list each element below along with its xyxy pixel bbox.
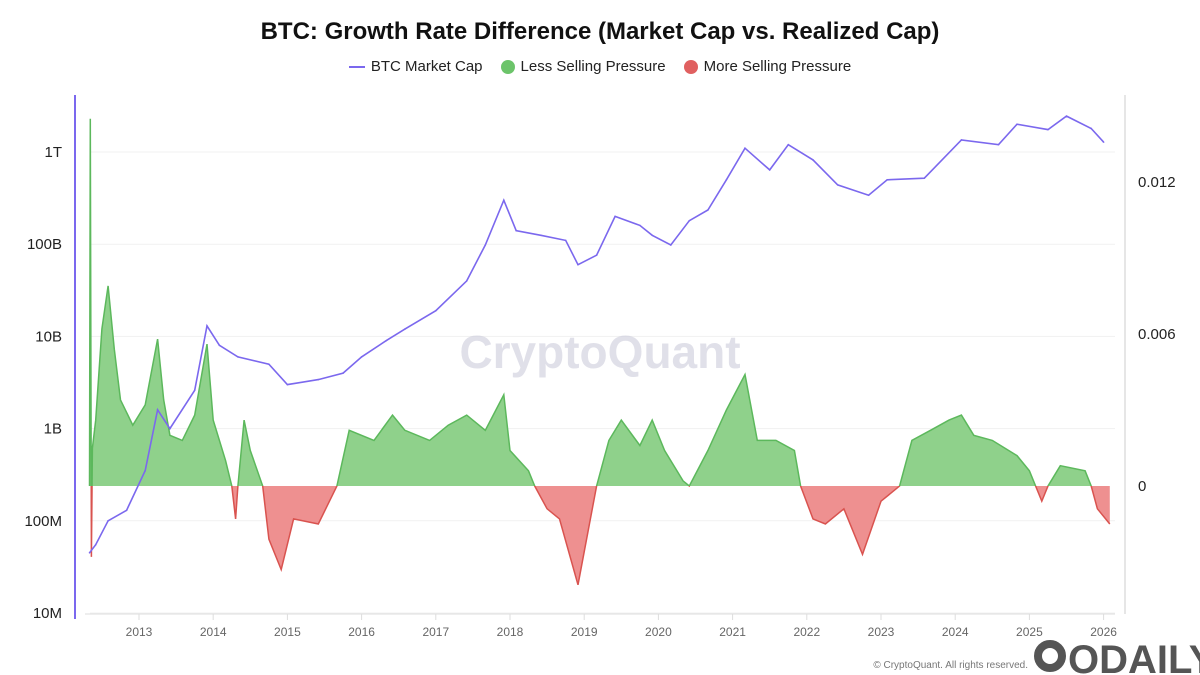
market-cap-point: [465, 280, 468, 282]
left-tick-label: 1B: [44, 421, 62, 438]
market-cap-point: [651, 234, 654, 237]
market-cap-point: [768, 169, 771, 171]
line-swatch-icon: [348, 65, 365, 68]
x-tick-label: 2018: [497, 625, 524, 639]
legend-label: More Selling Pressure: [703, 58, 852, 75]
x-tick-label: 2015: [274, 625, 301, 639]
market-cap-point: [218, 344, 221, 347]
legend-label: Less Selling Pressure: [520, 58, 666, 75]
market-cap-point: [639, 224, 641, 227]
market-cap-point: [169, 427, 171, 430]
market-cap-point: [688, 219, 691, 222]
market-cap-point: [787, 143, 790, 146]
x-tick-label: 2025: [1016, 625, 1043, 639]
market-cap-point: [360, 356, 363, 358]
market-cap-point: [836, 184, 839, 186]
market-cap-point: [484, 244, 487, 246]
copyright: © CryptoQuant. All rights reserved.: [873, 660, 1028, 671]
market-cap-point: [125, 509, 128, 512]
chart-title: BTC: Growth Rate Difference (Market Cap …: [260, 18, 940, 45]
market-cap-point: [707, 209, 709, 211]
legend-item-more-selling[interactable]: More Selling Pressure: [683, 58, 852, 75]
x-tick-label: 2020: [645, 625, 672, 639]
x-tick-label: 2016: [348, 625, 375, 639]
market-cap-point: [237, 356, 239, 358]
market-cap-point: [404, 328, 406, 330]
legend-item-less-selling[interactable]: Less Selling Pressure: [500, 58, 666, 75]
x-tick-label: 2026: [1090, 625, 1117, 639]
market-cap-point: [342, 372, 344, 374]
x-tick-label: 2024: [942, 625, 969, 639]
x-tick-label: 2013: [126, 625, 153, 639]
right-tick-label: 0.006: [1138, 326, 1176, 343]
less-selling-line: [88, 118, 1092, 486]
market-cap-point: [614, 215, 616, 218]
market-cap-point: [1090, 127, 1093, 130]
right-tick-label: 0: [1138, 478, 1146, 495]
market-cap-point: [385, 339, 388, 342]
left-tick-label: 10B: [35, 328, 62, 345]
left-tick-label: 1T: [44, 144, 62, 161]
market-cap-point: [595, 254, 598, 256]
logo-text: ODAILY: [1068, 638, 1200, 675]
market-cap-point: [564, 239, 567, 242]
left-tick-label: 100B: [27, 236, 62, 253]
market-cap-point: [286, 383, 289, 386]
x-tick-label: 2019: [571, 625, 598, 639]
x-tick-label: 2017: [422, 625, 449, 639]
market-cap-point: [156, 408, 159, 411]
red-dot-icon: [683, 59, 698, 74]
left-tick-label: 100M: [24, 513, 62, 530]
market-cap-point: [1016, 123, 1018, 126]
market-cap-point: [725, 178, 728, 181]
market-cap-point: [997, 143, 1000, 146]
market-cap-point: [867, 194, 870, 196]
market-cap-point: [88, 551, 91, 554]
more-selling-area: [89, 486, 1110, 585]
market-cap-point: [577, 263, 579, 266]
right-tick-label: 0.012: [1138, 174, 1176, 191]
green-dot-icon: [500, 59, 515, 74]
market-cap-point: [107, 520, 109, 522]
market-cap-point: [1102, 141, 1105, 143]
market-cap-point: [268, 363, 270, 365]
less-selling-area: [89, 118, 1110, 486]
legend: BTC Market Cap Less Selling Pressure Mor…: [0, 58, 1200, 75]
watermark: CryptoQuant: [459, 326, 740, 378]
market-cap-point: [960, 139, 963, 141]
odaily-logo: ODAILY: [1034, 638, 1200, 675]
market-cap-point: [206, 325, 208, 327]
market-cap-point: [317, 378, 320, 381]
market-cap-point: [923, 177, 926, 179]
market-cap-point: [812, 159, 814, 161]
market-cap-point: [886, 178, 888, 181]
x-tick-label: 2022: [793, 625, 820, 639]
legend-label: BTC Market Cap: [370, 58, 483, 75]
x-tick-label: 2023: [868, 625, 895, 639]
market-cap-point: [540, 234, 542, 237]
market-cap-point: [1065, 115, 1068, 117]
market-cap-point: [193, 389, 196, 392]
logo-ring-icon: [1034, 640, 1066, 672]
x-tick-label: 2014: [200, 625, 227, 639]
market-cap-point: [435, 309, 437, 312]
market-cap-point: [144, 469, 146, 472]
market-cap-point: [669, 244, 672, 246]
market-cap-point: [94, 543, 97, 546]
market-cap-point: [503, 199, 505, 202]
market-cap-point: [515, 229, 517, 232]
x-tick-label: 2021: [719, 625, 746, 639]
market-cap-point: [744, 147, 746, 149]
legend-item-market-cap[interactable]: BTC Market Cap: [348, 58, 483, 75]
left-tick-label: 10M: [33, 605, 62, 622]
market-cap-point: [1047, 128, 1049, 131]
